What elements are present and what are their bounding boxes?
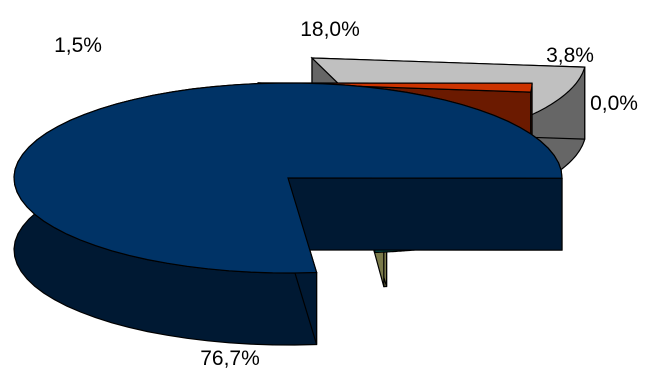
pie-slice-label-1: 1,5% [54,34,102,57]
pie-slice-label-2: 18,0% [300,18,360,41]
pie-slice-label-3: 3,8% [546,44,594,67]
pie-slice-0 [13,82,563,346]
pie-slice-label-4: 0,0% [590,92,638,115]
pie-slice-top-0 [13,82,563,274]
pie-slice-label-0: 76,7% [200,347,260,370]
pie-slice-wall-0-1 [287,177,563,251]
